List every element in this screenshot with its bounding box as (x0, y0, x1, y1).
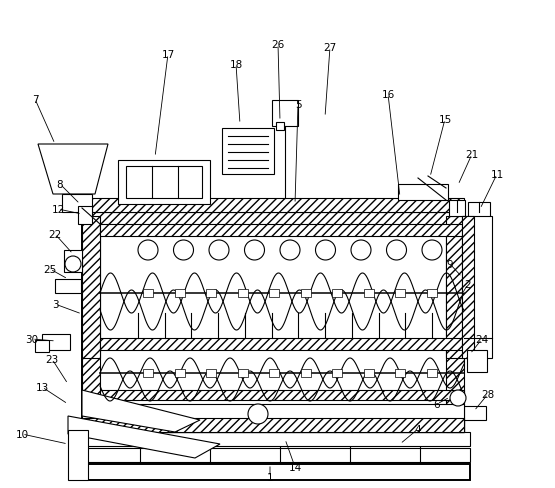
Bar (462, 217, 492, 358)
Bar (143, 369, 153, 377)
Bar (64, 250, 82, 272)
Bar (332, 289, 342, 297)
Bar (82, 404, 464, 432)
Bar (462, 217, 474, 358)
Bar (269, 369, 279, 377)
Bar (446, 217, 464, 358)
Text: 13: 13 (36, 382, 49, 392)
Text: 14: 14 (289, 462, 301, 472)
Bar (464, 406, 486, 420)
Bar (449, 201, 465, 217)
Bar (396, 369, 406, 377)
Bar (238, 369, 248, 377)
Bar (364, 369, 374, 377)
Text: 10: 10 (16, 429, 28, 439)
Bar (398, 184, 448, 201)
Circle shape (315, 241, 336, 261)
Bar (175, 369, 185, 377)
Bar (269, 289, 279, 297)
Bar (82, 416, 464, 432)
Bar (82, 418, 464, 432)
Text: 2: 2 (465, 280, 471, 289)
Bar (72, 432, 470, 446)
Bar (100, 390, 464, 400)
Text: 16: 16 (381, 90, 395, 100)
Bar (35, 340, 49, 352)
Text: 5: 5 (295, 100, 301, 110)
Bar (427, 289, 437, 297)
Circle shape (209, 241, 229, 261)
Polygon shape (68, 416, 220, 458)
Bar (427, 369, 437, 377)
Bar (332, 369, 342, 377)
Circle shape (65, 257, 81, 272)
Text: 15: 15 (438, 115, 452, 125)
Bar (238, 289, 248, 297)
Circle shape (351, 241, 371, 261)
Bar (82, 213, 464, 226)
Circle shape (138, 241, 158, 261)
Text: 4: 4 (415, 424, 421, 434)
Bar (467, 350, 487, 372)
Text: 28: 28 (481, 389, 495, 399)
Text: 27: 27 (324, 43, 337, 53)
Bar (446, 223, 464, 432)
Bar (468, 203, 490, 221)
Bar (82, 217, 100, 358)
Bar (118, 161, 210, 204)
Circle shape (386, 241, 406, 261)
Bar (222, 129, 274, 175)
Bar (301, 369, 311, 377)
Bar (68, 430, 88, 480)
Bar (396, 289, 406, 297)
Bar (301, 289, 311, 297)
Bar (82, 223, 464, 432)
Text: 22: 22 (48, 229, 62, 240)
Bar (143, 289, 153, 297)
Bar (100, 224, 464, 237)
Text: 26: 26 (271, 40, 285, 50)
Bar (72, 464, 470, 480)
Text: 8: 8 (57, 180, 63, 190)
Text: 17: 17 (162, 50, 175, 60)
Text: 3: 3 (52, 299, 58, 309)
Text: 18: 18 (229, 60, 243, 70)
Text: 30: 30 (26, 334, 38, 345)
Text: 9: 9 (447, 260, 453, 269)
Bar (206, 369, 216, 377)
Text: 12: 12 (52, 204, 64, 215)
Bar (364, 289, 374, 297)
Bar (126, 167, 202, 199)
Bar (55, 280, 81, 293)
Circle shape (245, 241, 265, 261)
Bar (272, 101, 298, 127)
Circle shape (450, 390, 466, 406)
Polygon shape (82, 390, 200, 432)
Bar (72, 448, 470, 462)
Bar (175, 289, 185, 297)
Bar (42, 334, 70, 350)
Circle shape (248, 404, 268, 424)
Text: 23: 23 (46, 354, 59, 364)
Bar (82, 223, 100, 432)
Polygon shape (38, 145, 108, 195)
Bar (100, 338, 464, 350)
Circle shape (422, 241, 442, 261)
Text: 21: 21 (466, 150, 478, 160)
Bar (206, 289, 216, 297)
Bar (62, 195, 92, 213)
Bar (82, 199, 464, 213)
Text: 25: 25 (43, 264, 57, 274)
Text: 6: 6 (433, 399, 440, 409)
Text: 1: 1 (267, 472, 273, 482)
Text: 11: 11 (491, 170, 503, 180)
Bar (276, 123, 284, 131)
Bar (78, 206, 92, 224)
Text: 7: 7 (32, 95, 38, 105)
Text: 24: 24 (476, 334, 488, 345)
Circle shape (280, 241, 300, 261)
Circle shape (174, 241, 194, 261)
